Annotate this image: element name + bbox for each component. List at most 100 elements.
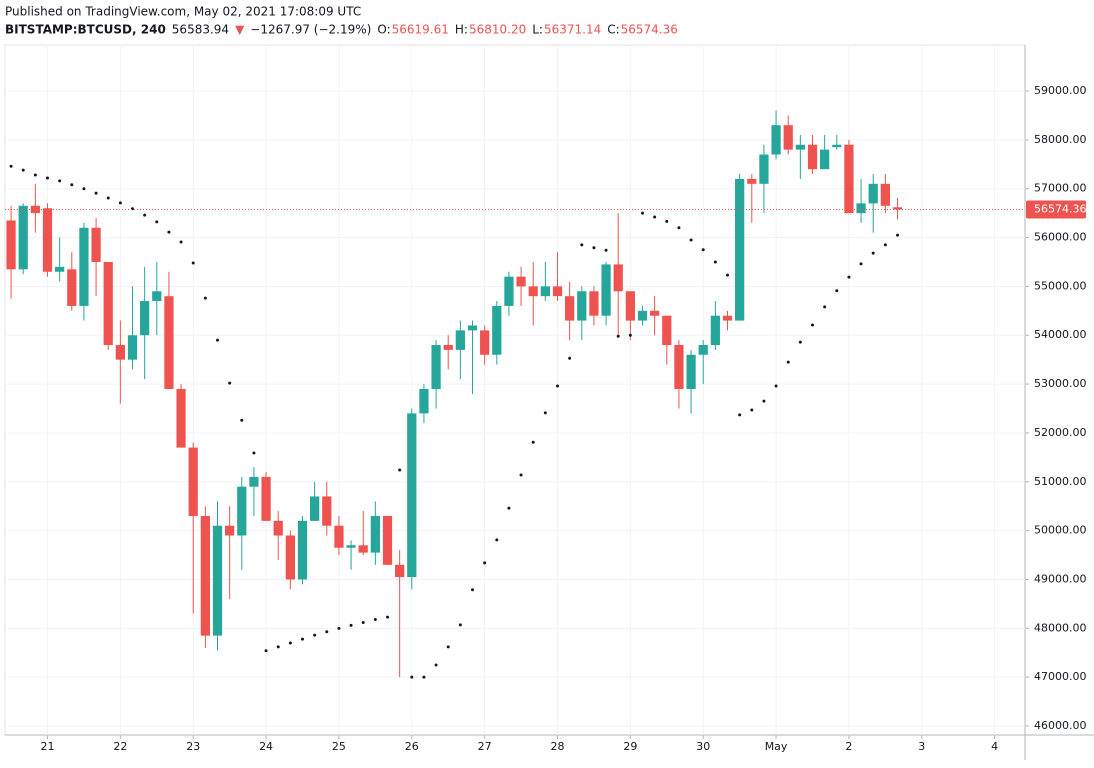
candle-body	[42, 208, 53, 272]
candle-body	[710, 315, 720, 346]
sar-dot	[689, 238, 693, 242]
sar-dot	[786, 360, 790, 364]
candle-body	[273, 520, 283, 536]
sar-dot	[495, 538, 499, 542]
sar-dot	[349, 623, 353, 627]
sar-dot	[82, 187, 86, 191]
sar-dot	[543, 411, 547, 415]
open-value: 56619.61	[392, 23, 449, 37]
sar-dot	[313, 633, 317, 637]
candle-body	[504, 276, 514, 306]
sar-dot	[9, 164, 13, 168]
low-label: L:	[532, 23, 543, 37]
sar-dot	[471, 588, 474, 592]
candle-body	[577, 291, 587, 321]
candle-body	[880, 183, 890, 206]
sar-dot	[252, 451, 256, 455]
candle-body	[200, 515, 210, 636]
candle-body	[419, 388, 429, 414]
candle-body	[747, 178, 757, 184]
candle-body	[18, 205, 28, 270]
x-tick-label: 4	[991, 740, 998, 753]
candle-body	[188, 447, 198, 516]
x-tick-label: 24	[259, 740, 273, 753]
x-tick-label: 27	[478, 740, 492, 753]
candle-body	[212, 525, 223, 636]
sar-dot	[774, 384, 778, 388]
candle-body	[358, 545, 368, 553]
candle-body	[868, 183, 878, 204]
sar-dot	[58, 179, 62, 183]
candle-body	[662, 315, 672, 346]
y-tick-label: 59000.00	[1034, 84, 1087, 97]
candle-body	[152, 291, 162, 302]
x-tick-label: 23	[186, 740, 200, 753]
sar-dot	[33, 173, 37, 177]
sar-dot	[21, 168, 25, 172]
sar-dot	[883, 243, 887, 247]
low-value: 56371.14	[544, 23, 601, 37]
sar-dot	[507, 506, 511, 510]
candle-body	[625, 291, 635, 321]
candle-body	[115, 345, 125, 360]
candle-body	[346, 545, 356, 548]
candle-body	[686, 354, 696, 389]
sar-dot	[750, 408, 754, 412]
candle-body	[140, 301, 150, 336]
sar-dot	[616, 334, 620, 338]
sar-dot	[641, 211, 644, 215]
sar-dot	[434, 663, 438, 667]
x-tick-label: 2	[845, 740, 852, 753]
high-label: H:	[455, 23, 468, 37]
sar-dot	[835, 289, 839, 293]
sar-dot	[422, 675, 426, 679]
candle-body	[480, 330, 490, 355]
sar-dot	[738, 413, 742, 417]
sar-dot	[871, 251, 875, 255]
sar-dot	[94, 191, 98, 195]
candle-body	[176, 388, 186, 448]
candle-body	[637, 310, 648, 321]
candle-body	[735, 178, 745, 321]
y-tick-label: 46000.00	[1034, 719, 1087, 732]
close-label: C:	[607, 23, 619, 37]
candle-body	[613, 264, 623, 292]
candle-body	[844, 144, 854, 214]
y-tick-label: 54000.00	[1034, 328, 1087, 341]
candle-body	[395, 564, 405, 578]
published-note: Published on TradingView.com, May 02, 20…	[5, 5, 361, 19]
x-tick-label: May	[765, 740, 788, 753]
candle-body	[6, 220, 16, 270]
candle-body	[674, 345, 684, 389]
sar-dot	[531, 440, 535, 444]
candle-body	[589, 291, 599, 316]
candle-body	[407, 413, 417, 578]
candle-body	[759, 154, 769, 184]
sar-dot	[373, 618, 377, 622]
sar-dot	[216, 338, 219, 342]
candle-body	[698, 345, 708, 355]
sar-dot	[203, 296, 207, 300]
candle-body	[650, 310, 660, 316]
y-tick-label: 52000.00	[1034, 426, 1087, 439]
close-value: 56574.36	[621, 23, 678, 37]
candle-body	[91, 227, 101, 262]
candle-body	[565, 296, 575, 321]
candle-body	[552, 286, 563, 297]
candle-body	[540, 286, 550, 297]
candle-body	[443, 345, 453, 350]
candle-body	[310, 496, 320, 521]
sar-dot	[240, 418, 244, 422]
candle-body	[237, 486, 247, 536]
candle-body	[127, 335, 138, 360]
x-tick-label: 22	[113, 740, 127, 753]
sar-dot	[628, 333, 632, 337]
candle-body	[807, 144, 818, 170]
candle-body	[492, 305, 502, 355]
candle-body	[431, 345, 441, 389]
candle-body	[783, 125, 793, 150]
candle-body	[892, 207, 903, 210]
x-tick-label: 28	[551, 740, 565, 753]
change-arrow: ▼	[235, 23, 245, 37]
